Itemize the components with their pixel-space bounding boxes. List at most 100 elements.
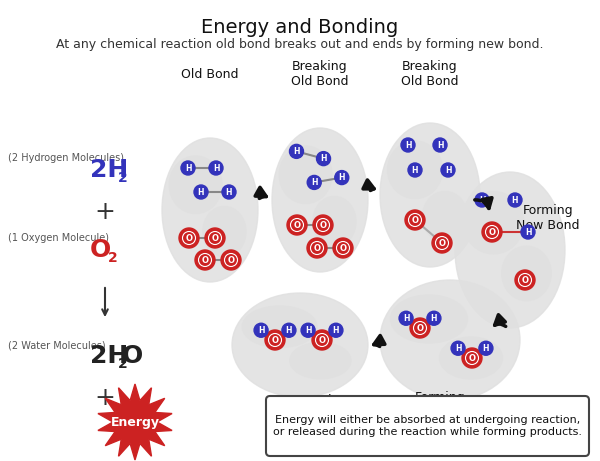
Text: 2: 2	[108, 251, 118, 265]
Text: H: H	[293, 147, 300, 156]
Ellipse shape	[203, 207, 246, 257]
Circle shape	[408, 163, 422, 177]
Text: 2: 2	[118, 357, 128, 371]
Circle shape	[451, 341, 465, 355]
FancyArrowPatch shape	[363, 180, 374, 190]
Text: O: O	[314, 243, 320, 253]
Circle shape	[433, 138, 447, 152]
FancyBboxPatch shape	[266, 396, 589, 456]
Text: New Bond: New Bond	[268, 394, 332, 407]
Text: O: O	[319, 336, 325, 344]
Text: H: H	[412, 165, 418, 175]
Text: O: O	[412, 215, 419, 225]
Ellipse shape	[422, 191, 467, 242]
Ellipse shape	[290, 343, 351, 379]
Text: Energy will either be absorbed at undergoing reaction,
or released during the re: Energy will either be absorbed at underg…	[273, 415, 582, 437]
Circle shape	[410, 318, 430, 338]
Circle shape	[335, 171, 349, 184]
Circle shape	[317, 152, 331, 165]
Ellipse shape	[439, 337, 503, 379]
Text: 2: 2	[118, 171, 128, 185]
Text: O: O	[212, 234, 218, 242]
Circle shape	[282, 323, 296, 337]
Ellipse shape	[279, 146, 332, 204]
Circle shape	[475, 193, 489, 207]
Text: H: H	[479, 195, 485, 205]
Circle shape	[515, 270, 535, 290]
Circle shape	[432, 233, 452, 253]
Text: H: H	[286, 326, 292, 335]
Circle shape	[441, 163, 455, 177]
Circle shape	[209, 161, 223, 175]
Text: H: H	[185, 164, 191, 172]
Text: O: O	[320, 220, 326, 230]
Text: 2H: 2H	[90, 344, 128, 368]
Circle shape	[301, 323, 315, 337]
Circle shape	[482, 222, 502, 242]
Text: 2H: 2H	[90, 158, 128, 182]
Text: O: O	[521, 276, 529, 284]
Text: H: H	[198, 188, 204, 196]
Text: Energy: Energy	[110, 415, 160, 429]
Text: H: H	[512, 195, 518, 205]
Text: +: +	[95, 386, 115, 410]
Circle shape	[181, 161, 195, 175]
Circle shape	[329, 323, 343, 337]
Circle shape	[508, 193, 522, 207]
Ellipse shape	[455, 172, 565, 328]
Text: H: H	[311, 178, 317, 187]
Ellipse shape	[169, 156, 222, 213]
Circle shape	[401, 138, 415, 152]
Text: H: H	[437, 141, 443, 149]
Text: H: H	[258, 326, 265, 335]
Text: O: O	[340, 243, 347, 253]
FancyArrowPatch shape	[494, 315, 506, 326]
Text: Energy and Bonding: Energy and Bonding	[202, 18, 398, 37]
Circle shape	[427, 311, 441, 325]
Text: H: H	[455, 344, 461, 353]
Circle shape	[312, 330, 332, 350]
Text: O: O	[271, 336, 278, 344]
Ellipse shape	[242, 306, 317, 348]
Circle shape	[462, 348, 482, 368]
Text: H: H	[338, 173, 345, 182]
Circle shape	[479, 341, 493, 355]
Text: H: H	[445, 165, 451, 175]
Ellipse shape	[380, 123, 480, 267]
Text: H: H	[482, 344, 489, 353]
Circle shape	[521, 225, 535, 239]
Text: H: H	[213, 164, 219, 172]
Circle shape	[333, 238, 353, 258]
Circle shape	[265, 330, 285, 350]
Circle shape	[195, 250, 215, 270]
Text: Old Bond: Old Bond	[181, 68, 239, 81]
Circle shape	[287, 215, 307, 235]
Text: O: O	[227, 255, 235, 265]
Text: H: H	[305, 326, 311, 335]
FancyArrowPatch shape	[374, 336, 385, 347]
Circle shape	[399, 311, 413, 325]
Ellipse shape	[463, 191, 524, 254]
Text: Breaking
Old Bond: Breaking Old Bond	[291, 60, 349, 88]
Text: (2 Hydrogen Molecules): (2 Hydrogen Molecules)	[8, 153, 124, 163]
Ellipse shape	[162, 138, 258, 282]
Ellipse shape	[272, 128, 368, 272]
Text: (1 Oxygen Molecule): (1 Oxygen Molecule)	[8, 233, 109, 243]
Text: +: +	[95, 200, 115, 224]
Text: At any chemical reaction old bond breaks out and ends by forming new bond.: At any chemical reaction old bond breaks…	[56, 38, 544, 51]
Ellipse shape	[380, 280, 520, 400]
Circle shape	[307, 238, 327, 258]
Ellipse shape	[388, 141, 443, 199]
Circle shape	[221, 250, 241, 270]
Text: O: O	[293, 220, 301, 230]
Text: Forming
New Bond: Forming New Bond	[408, 391, 472, 419]
Text: O: O	[469, 354, 476, 362]
Circle shape	[405, 210, 425, 230]
Ellipse shape	[502, 246, 551, 301]
Text: H: H	[320, 154, 327, 163]
Circle shape	[205, 228, 225, 248]
Circle shape	[307, 176, 321, 189]
Ellipse shape	[391, 295, 467, 343]
Text: Breaking
Old Bond: Breaking Old Bond	[401, 60, 459, 88]
Text: H: H	[332, 326, 339, 335]
